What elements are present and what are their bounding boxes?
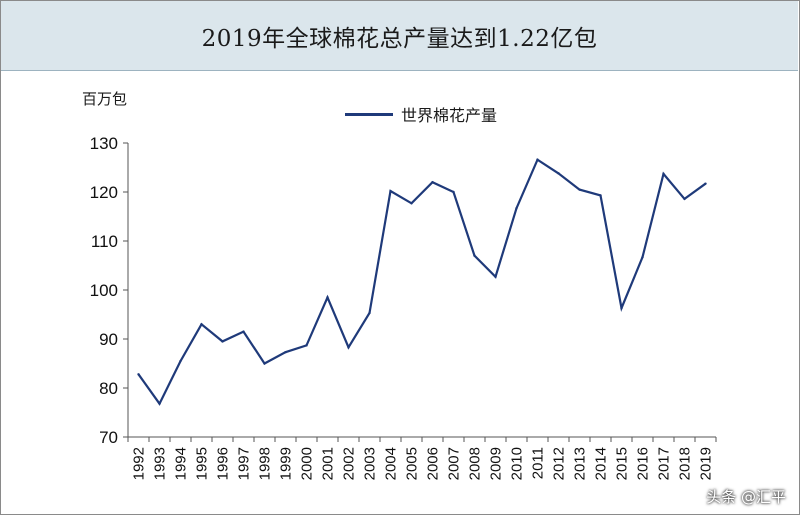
data-point — [263, 362, 266, 365]
x-tick-label: 1993 — [152, 447, 169, 480]
y-tick-label: 100 — [90, 281, 118, 300]
series-line — [137, 158, 707, 406]
data-point — [200, 323, 203, 326]
title-bar: 2019年全球棉花总产量达到1.22亿包 — [1, 1, 798, 71]
x-tick-label: 1995 — [194, 447, 211, 480]
y-tick-label: 80 — [99, 379, 118, 398]
x-tick-label: 2013 — [572, 447, 589, 480]
data-point — [431, 181, 434, 184]
x-tick-label: 1994 — [173, 447, 190, 480]
x-tick-label: 1992 — [131, 447, 148, 480]
chart-series — [137, 158, 707, 406]
data-point — [368, 311, 371, 315]
data-point — [494, 275, 497, 278]
data-point — [536, 158, 539, 161]
x-tick-label: 2011 — [530, 447, 547, 479]
x-tick-label: 2002 — [341, 447, 358, 480]
x-tick-label: 1999 — [278, 447, 295, 480]
x-tick-label: 2014 — [593, 447, 610, 480]
x-tick-label: 1996 — [215, 447, 232, 480]
data-point — [410, 202, 413, 205]
y-tick-label: 130 — [90, 134, 118, 153]
data-point — [515, 206, 518, 210]
data-point — [599, 194, 602, 197]
x-tick-label: 2003 — [362, 447, 379, 480]
x-tick-label: 2006 — [425, 447, 442, 480]
data-point — [683, 197, 686, 201]
data-point — [557, 172, 560, 175]
x-tick-label: 2017 — [656, 447, 673, 480]
data-point — [137, 373, 140, 376]
x-tick-label: 1997 — [236, 447, 253, 480]
data-point — [305, 344, 308, 347]
data-point — [662, 172, 665, 176]
data-point — [242, 330, 245, 333]
watermark: 头条 @汇平 — [706, 488, 786, 506]
data-point — [347, 346, 350, 349]
x-tick-label: 2007 — [446, 447, 463, 480]
x-tick-label: 2000 — [299, 447, 316, 480]
x-tick-label: 2008 — [467, 447, 484, 480]
x-tick-label: 2004 — [383, 447, 400, 480]
data-point — [578, 188, 581, 191]
y-tick-label: 110 — [91, 232, 118, 251]
legend-line-swatch — [345, 112, 393, 116]
data-point — [452, 190, 455, 194]
data-point — [179, 359, 182, 363]
legend-series-name: 世界棉花产量 — [401, 106, 498, 125]
data-point — [284, 351, 287, 354]
x-tick-label: 2012 — [551, 447, 568, 480]
x-tick-label: 2009 — [488, 447, 505, 480]
y-tick-label: 90 — [99, 330, 118, 349]
data-point — [473, 254, 476, 257]
x-tick-label: 2016 — [635, 447, 652, 480]
data-point — [158, 402, 161, 405]
x-tick-label: 2010 — [509, 447, 526, 480]
chart-title: 2019年全球棉花总产量达到1.22亿包 — [201, 25, 598, 52]
data-point — [221, 340, 224, 343]
x-tick-label: 2001 — [320, 447, 337, 480]
x-tick-label: 2005 — [404, 447, 421, 480]
x-tick-label: 2018 — [677, 447, 694, 480]
x-tick-label: 2015 — [614, 447, 631, 480]
data-point — [704, 182, 707, 185]
x-tick-label: 2019 — [698, 447, 715, 480]
data-point — [326, 296, 329, 299]
y-axis-unit-label: 百万包 — [82, 90, 128, 108]
y-tick-label: 70 — [99, 428, 118, 447]
data-point — [641, 255, 644, 259]
x-tick-label: 1998 — [257, 447, 274, 480]
legend: 世界棉花产量 — [345, 102, 497, 126]
y-tick-label: 120 — [90, 183, 118, 202]
data-point — [620, 306, 623, 310]
data-point — [389, 189, 392, 193]
